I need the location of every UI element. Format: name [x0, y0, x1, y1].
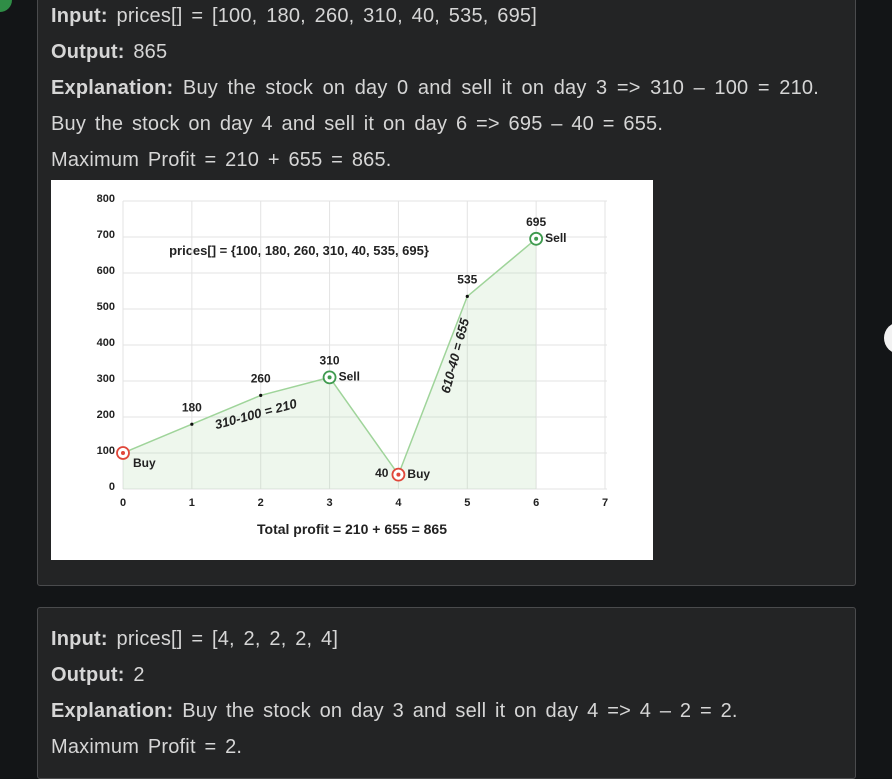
- chart-bg: [51, 180, 653, 560]
- explanation: Explanation: Buy the stock on day 0 and …: [51, 70, 819, 178]
- marker-label: Sell: [545, 231, 566, 245]
- label: Input:: [51, 5, 108, 27]
- y-tick-label: 700: [97, 229, 115, 241]
- marker-dot: [327, 375, 332, 380]
- y-tick-label: 100: [97, 445, 115, 457]
- y-tick-label: 800: [97, 193, 115, 205]
- text: Buy the stock on day 3 and sell it on da…: [182, 700, 738, 722]
- input-line: Input: prices[] = [4, 2, 2, 2, 4]: [51, 621, 819, 657]
- y-tick-label: 300: [97, 373, 115, 385]
- marker-label: Buy: [133, 456, 156, 470]
- point: [190, 422, 194, 426]
- x-tick-label: 6: [533, 497, 539, 509]
- data-label: 40: [375, 466, 389, 480]
- x-tick-label: 4: [395, 497, 402, 509]
- output-line: Output: 2: [51, 657, 819, 693]
- x-tick-label: 7: [602, 497, 608, 509]
- result: Maximum Profit = 2.: [51, 736, 243, 758]
- label: Output:: [51, 41, 125, 63]
- label: Explanation:: [51, 700, 174, 722]
- example-card: Input: prices[] = [4, 2, 2, 2, 4] Output…: [37, 607, 856, 779]
- x-tick-label: 1: [189, 497, 195, 509]
- point: [259, 393, 263, 397]
- marker-label: Sell: [339, 370, 360, 384]
- chart: prices[] = {100, 180, 260, 310, 40, 535,…: [51, 180, 653, 560]
- y-tick-label: 500: [97, 301, 115, 313]
- input: prices[] = [4, 2, 2, 2, 4]: [116, 628, 339, 650]
- input: prices[] = [100, 180, 260, 310, 40, 535,…: [116, 5, 538, 27]
- input-line: Input: prices[] = [100, 180, 260, 310, 4…: [51, 0, 819, 34]
- chart-title: prices[] = {100, 180, 260, 310, 40, 535,…: [169, 243, 429, 258]
- marker-label: Buy: [407, 467, 430, 481]
- area: [123, 238, 537, 489]
- data-label: 695: [526, 215, 546, 229]
- data-label: 260: [251, 372, 271, 386]
- x-tick-label: 2: [258, 497, 264, 509]
- y-tick-label: 400: [97, 337, 115, 349]
- chart-footer: Total profit = 210 + 655 = 865: [257, 521, 447, 537]
- label: Explanation:: [51, 77, 174, 99]
- marker-dot: [396, 472, 401, 477]
- x-tick-label: 0: [120, 497, 126, 509]
- marker-dot: [534, 236, 539, 241]
- x-tick-label: 3: [327, 497, 333, 509]
- data-label: 310: [320, 354, 340, 368]
- marker-dot: [121, 451, 125, 455]
- y-tick-label: 200: [97, 409, 115, 421]
- x-tick-label: 5: [464, 497, 470, 509]
- output-line: Output: 865: [51, 34, 819, 70]
- scroll-button[interactable]: [884, 322, 892, 354]
- explanation: Explanation: Buy the stock on day 3 and …: [51, 693, 819, 765]
- y-tick-label: 0: [109, 481, 115, 493]
- point: [465, 294, 469, 298]
- data-label: 180: [182, 400, 202, 414]
- label: Output:: [51, 664, 125, 686]
- text: Buy the stock on day 0 and sell it on da…: [51, 77, 819, 135]
- result: Maximum Profit = 210 + 655 = 865.: [51, 149, 392, 171]
- output: 865: [133, 41, 168, 63]
- data-label: 535: [457, 273, 477, 287]
- label: Input:: [51, 628, 108, 650]
- example-card: Input: prices[] = [100, 180, 260, 310, 4…: [37, 0, 856, 586]
- badge: [0, 0, 12, 12]
- output: 2: [133, 664, 145, 686]
- y-tick-label: 600: [97, 265, 115, 277]
